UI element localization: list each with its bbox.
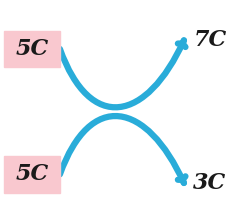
Text: 5C: 5C xyxy=(15,163,48,185)
FancyBboxPatch shape xyxy=(4,31,60,67)
FancyBboxPatch shape xyxy=(4,156,60,193)
Text: 5C: 5C xyxy=(15,38,48,60)
Text: 3C: 3C xyxy=(193,172,227,194)
Text: 7C: 7C xyxy=(193,29,227,51)
